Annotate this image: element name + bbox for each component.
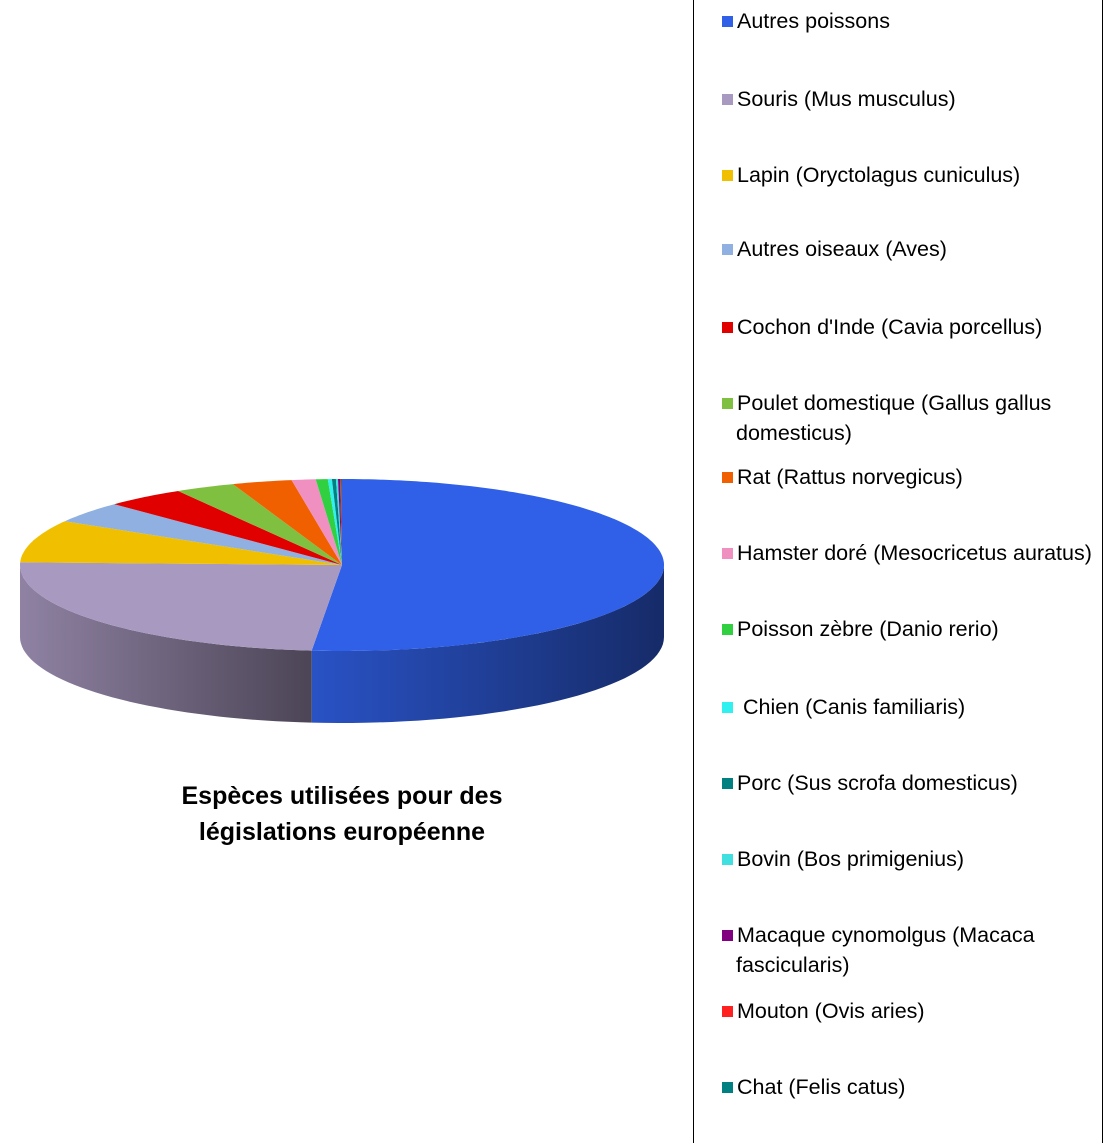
- legend-label: Macaque cynomolgus (Macaca fascicularis): [736, 923, 1035, 977]
- legend-entry: Bovin (Bos primigenius): [722, 844, 1102, 874]
- legend-label: Chien (Canis familiaris): [737, 695, 966, 719]
- pie-slice: [20, 562, 342, 651]
- legend-marker: [722, 170, 733, 181]
- legend-entry: Chat (Felis catus): [722, 1072, 1102, 1102]
- legend-marker: [722, 322, 733, 333]
- pie-slice: [64, 504, 343, 565]
- legend-marker: [722, 1006, 733, 1017]
- pie-chart: [20, 479, 664, 723]
- pie-slice: [178, 484, 342, 565]
- legend-marker: [722, 702, 733, 713]
- pie-slice: [340, 479, 342, 565]
- legend-label: Mouton (Ovis aries): [737, 999, 925, 1023]
- pie-slice: [232, 480, 342, 565]
- legend-entry: Porc (Sus scrofa domesticus): [722, 768, 1102, 798]
- legend: Autres poissons Souris (Mus musculus) Lapi…: [693, 0, 1103, 1143]
- pie-slice: [291, 479, 342, 565]
- pie-slice: [311, 479, 664, 651]
- legend-marker: [722, 1082, 733, 1093]
- legend-marker: [722, 624, 733, 635]
- legend-label: Autres oiseaux (Aves): [737, 237, 947, 261]
- legend-marker: [722, 244, 733, 255]
- legend-entry: Rat (Rattus norvegicus): [722, 462, 1102, 492]
- pie-slice: [331, 479, 342, 565]
- legend-label: Autres poissons: [737, 9, 890, 33]
- legend-marker: [722, 472, 733, 483]
- legend-entry: Mouton (Ovis aries): [722, 996, 1102, 1026]
- pie-slice: [338, 479, 342, 565]
- legend-marker: [722, 398, 733, 409]
- pie-slice: [315, 479, 342, 565]
- pie-slice: [341, 479, 342, 565]
- legend-marker: [722, 16, 733, 27]
- legend-entry: Lapin (Oryctolagus cuniculus): [722, 160, 1102, 190]
- legend-entry: Hamster doré (Mesocricetus auratus): [722, 538, 1102, 568]
- legend-entry: Autres oiseaux (Aves): [722, 234, 1102, 264]
- legend-marker: [722, 548, 733, 559]
- legend-entry: Poulet domestique (Gallus gallus domesti…: [722, 388, 1102, 448]
- legend-entry: Autres poissons: [722, 6, 1102, 36]
- legend-label: Poulet domestique (Gallus gallus domesti…: [736, 391, 1052, 445]
- legend-label: Poisson zèbre (Danio rerio): [737, 617, 999, 641]
- legend-label: Rat (Rattus norvegicus): [737, 465, 963, 489]
- legend-label: Chat (Felis catus): [737, 1075, 906, 1099]
- legend-marker: [722, 94, 733, 105]
- legend-marker: [722, 930, 733, 941]
- legend-label: Hamster doré (Mesocricetus auratus): [737, 541, 1092, 565]
- legend-label: Porc (Sus scrofa domesticus): [737, 771, 1018, 795]
- legend-entry: Souris (Mus musculus): [722, 84, 1102, 114]
- pie-slice-side: [20, 565, 312, 723]
- pie-slice: [335, 479, 342, 565]
- pie-slice: [114, 491, 342, 565]
- legend-entry: Chien (Canis familiaris): [722, 692, 1102, 722]
- legend-label: Bovin (Bos primigenius): [737, 847, 965, 871]
- legend-marker: [722, 854, 733, 865]
- pie-slice: [327, 479, 342, 565]
- legend-label: Souris (Mus musculus): [737, 87, 956, 111]
- legend-entry: Macaque cynomolgus (Macaca fascicularis): [722, 920, 1102, 980]
- pie-slice: [20, 521, 342, 565]
- legend-label: Lapin (Oryctolagus cuniculus): [737, 163, 1021, 187]
- legend-entry: Poisson zèbre (Danio rerio): [722, 614, 1102, 644]
- chart-title: Espèces utilisées pour des législations …: [181, 782, 503, 846]
- legend-entry: Cochon d'Inde (Cavia porcellus): [722, 312, 1102, 342]
- pie-slice-side: [311, 565, 664, 723]
- legend-label: Cochon d'Inde (Cavia porcellus): [737, 315, 1043, 339]
- legend-marker: [722, 778, 733, 789]
